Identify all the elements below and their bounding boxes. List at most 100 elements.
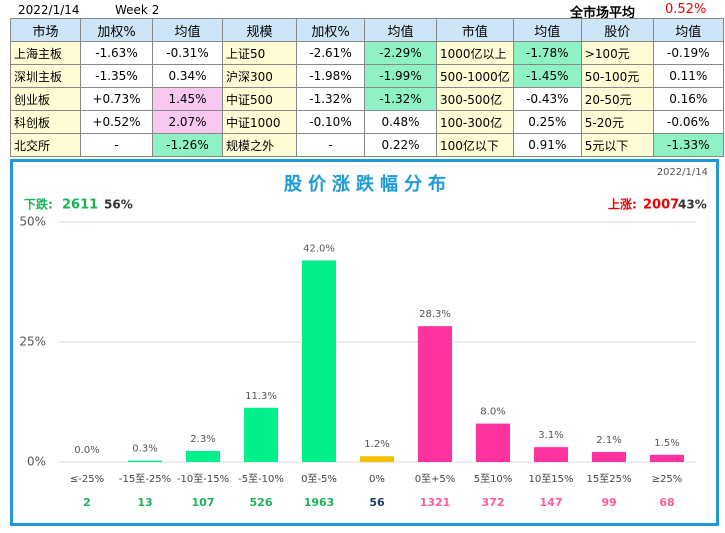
bar: [128, 460, 162, 462]
cell: -0.43%: [512, 87, 582, 111]
cell: 5元以下: [580, 133, 654, 157]
value-label: 3.1%: [538, 430, 563, 441]
value-label: 0.3%: [132, 444, 157, 455]
x-tick-label: -10至-15%: [177, 473, 229, 485]
value-label: 1.5%: [654, 438, 679, 449]
cell: 0.16%: [652, 87, 724, 111]
column-header: 加权%: [80, 18, 153, 42]
cell: -0.19%: [652, 41, 724, 65]
bar: [186, 450, 220, 462]
value-label: 1.2%: [364, 439, 389, 450]
cell: 0.25%: [512, 110, 582, 134]
column-header: 均值: [512, 18, 582, 42]
cell: -0.31%: [152, 41, 223, 65]
value-label: 42.0%: [303, 243, 335, 254]
count-label: 1321: [420, 496, 451, 509]
date: 2022/1/14: [18, 3, 80, 17]
count-label: 372: [482, 496, 505, 509]
cell: 深圳主板: [10, 64, 81, 88]
table-row: 科创板 +0.52% 2.07% 中证1000 -0.10% 0.48% 100-300亿 0…: [10, 110, 724, 134]
cell: 规模之外: [222, 133, 297, 157]
cell: 2.07%: [152, 110, 223, 134]
table-row: 深圳主板 -1.35% 0.34% 沪深300 -1.98% -1.99% 500-1000…: [10, 64, 724, 88]
cell: 上海主板: [10, 41, 81, 65]
cell: >100元: [580, 41, 654, 65]
column-header: 均值: [152, 18, 223, 42]
down-label: 下跌:: [24, 197, 53, 212]
bar: [302, 260, 336, 462]
column-header: 市值: [436, 18, 514, 42]
cell: 50-100元: [580, 64, 654, 88]
cell: -2.61%: [296, 41, 365, 65]
value-label: 0.0%: [74, 445, 99, 456]
cell: -1.63%: [80, 41, 153, 65]
column-header: 加权%: [296, 18, 365, 42]
column-header: 均值: [364, 18, 437, 42]
cell: -0.10%: [296, 110, 365, 134]
value-label: 28.3%: [419, 309, 451, 320]
cell: -: [80, 133, 153, 157]
x-tick-label: -5至-10%: [238, 473, 284, 485]
count-label: 2: [83, 496, 91, 509]
up-count: 2007: [643, 198, 679, 213]
bar: [360, 456, 394, 462]
cell: 0.34%: [152, 64, 223, 88]
cell: 100亿以下: [436, 133, 514, 157]
cell: -: [296, 133, 365, 157]
x-tick-label: ≤-25%: [70, 474, 104, 485]
cell: 上证50: [222, 41, 297, 65]
count-label: 526: [250, 496, 273, 509]
x-tick-label: 0至+5%: [415, 473, 456, 485]
count-label: 147: [540, 496, 563, 509]
bar: [476, 423, 510, 462]
cell: 科创板: [10, 110, 81, 134]
bar: [534, 447, 568, 462]
x-tick-label: 10至15%: [529, 473, 574, 485]
down-count: 2611: [62, 198, 98, 213]
bar: [650, 454, 684, 462]
cell: 0.48%: [364, 110, 437, 134]
cell: 中证1000: [222, 110, 297, 134]
x-tick-label: 5至10%: [474, 473, 513, 485]
bar: [244, 407, 278, 462]
x-tick-label: ≥25%: [652, 474, 683, 485]
cell: -1.32%: [296, 87, 365, 111]
cell: 中证500: [222, 87, 297, 111]
table: 市场 加权% 均值 规模 加权% 均值 市值 均值 股价 均值 上海主板 -1.63% -0.31% 上证…: [10, 18, 724, 157]
x-tick-label: -15至-25%: [119, 473, 171, 485]
up-label: 上涨:: [608, 197, 637, 212]
cell: -1.99%: [364, 64, 437, 88]
chart-date: 2022/1/14: [657, 167, 708, 178]
bar: [592, 451, 626, 462]
table-row: 创业板 +0.73% 1.45% 中证500 -1.32% -1.32% 300-500亿 -…: [10, 87, 724, 111]
down-pct: 56%: [104, 198, 133, 212]
cell: +0.52%: [80, 110, 153, 134]
chart-title: 股价涨跌幅分布: [283, 173, 452, 195]
x-tick-label: 15至25%: [587, 473, 632, 485]
cell: 1.45%: [152, 87, 223, 111]
cell: 5-20元: [580, 110, 654, 134]
avg-value: 0.52%: [665, 2, 707, 17]
cell: -0.06%: [652, 110, 724, 134]
cell: 北交所: [10, 133, 81, 157]
count-label: 68: [659, 496, 674, 509]
cell: 20-50元: [580, 87, 654, 111]
y-tick-label: 25%: [19, 335, 46, 349]
cell: 沪深300: [222, 64, 297, 88]
column-header: 市场: [10, 18, 81, 42]
cell: -1.26%: [152, 133, 223, 157]
value-label: 11.3%: [245, 391, 277, 402]
cell: -2.29%: [364, 41, 437, 65]
cell: 500-1000亿: [436, 64, 514, 88]
cell: 0.22%: [364, 133, 437, 157]
header-row: 市场 加权% 均值 规模 加权% 均值 市值 均值 股价 均值: [10, 18, 724, 42]
y-tick-label: 50%: [19, 215, 46, 229]
cell: 100-300亿: [436, 110, 514, 134]
count-label: 99: [601, 496, 616, 509]
value-label: 2.1%: [596, 435, 621, 446]
cell: -1.35%: [80, 64, 153, 88]
y-tick-label: 0%: [27, 455, 46, 469]
column-header: 规模: [222, 18, 297, 42]
cell: -1.45%: [512, 64, 582, 88]
